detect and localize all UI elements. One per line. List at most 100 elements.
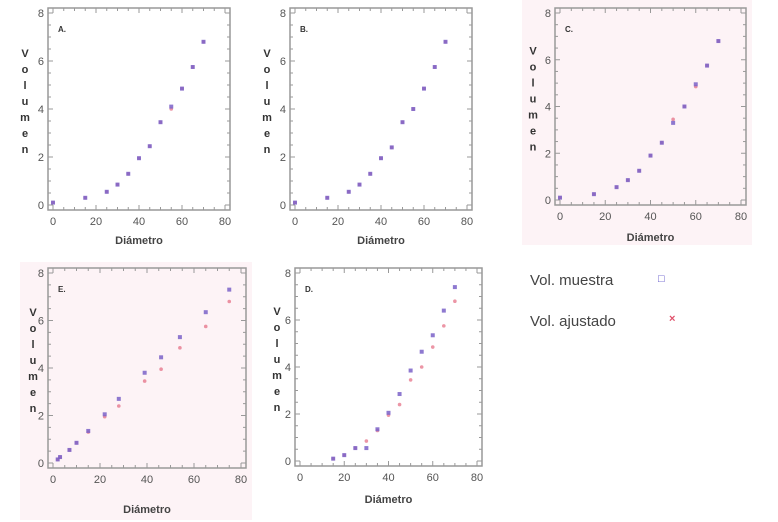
y-axis-label-letter: u <box>530 94 537 106</box>
point-ajustado <box>227 299 232 304</box>
point-muestra <box>203 310 208 315</box>
point-muestra <box>637 168 642 173</box>
x-tick-label: 80 <box>471 472 483 484</box>
point-ajustado <box>453 299 457 304</box>
y-tick-label: 8 <box>280 8 286 20</box>
point-muestra <box>682 104 687 109</box>
y-tick-label: 6 <box>280 56 286 68</box>
point-muestra <box>659 140 664 145</box>
point-muestra <box>693 82 698 87</box>
point-muestra <box>58 455 63 460</box>
point-muestra <box>177 335 182 340</box>
point-muestra <box>558 195 562 200</box>
chart-background <box>20 262 252 520</box>
x-tick-label: 60 <box>188 474 200 486</box>
point-muestra <box>671 120 676 125</box>
x-tick-label: 80 <box>461 216 473 228</box>
point-muestra <box>115 182 120 187</box>
point-muestra <box>293 200 297 205</box>
y-tick-label: 4 <box>38 104 44 116</box>
y-axis-label-letter: m <box>272 370 282 382</box>
point-muestra <box>364 446 369 451</box>
y-tick-label: 2 <box>38 411 44 423</box>
panel-label: A. <box>58 25 66 34</box>
panel-label: D. <box>305 285 313 294</box>
point-muestra <box>180 86 184 91</box>
y-axis-label-letter: V <box>29 307 37 319</box>
y-axis-label-letter: n <box>30 403 37 415</box>
y-axis-label-letter: m <box>28 371 38 383</box>
y-axis-label-letter: o <box>530 62 537 74</box>
x-tick-label: 0 <box>50 216 56 228</box>
point-muestra <box>441 308 446 313</box>
y-tick-label: 2 <box>285 409 291 421</box>
point-muestra <box>443 39 448 44</box>
point-ajustado <box>364 439 369 443</box>
x-tick-label: 40 <box>382 472 394 484</box>
point-muestra <box>375 427 380 432</box>
point-muestra <box>400 120 405 125</box>
y-axis-label-letter: n <box>274 402 281 414</box>
x-axis-label: Diámetro <box>357 235 405 247</box>
x-axis-label: Diámetro <box>115 235 163 247</box>
point-muestra <box>432 65 437 69</box>
y-tick-label: 2 <box>38 152 44 164</box>
y-axis-label-letter: l <box>531 78 534 90</box>
point-muestra <box>386 410 391 415</box>
x-axis-label: Diámetro <box>123 504 171 516</box>
point-ajustado <box>419 365 424 369</box>
panel-label: B. <box>300 25 308 34</box>
point-muestra <box>74 440 79 445</box>
x-tick-label: 60 <box>690 211 702 223</box>
y-axis-label-letter: V <box>529 46 537 58</box>
y-axis-label-letter: e <box>264 128 270 140</box>
y-tick-label: 0 <box>38 458 44 470</box>
point-muestra <box>331 456 336 461</box>
y-tick-label: 2 <box>545 148 551 160</box>
point-ajustado <box>159 367 163 371</box>
point-muestra <box>353 446 358 451</box>
point-ajustado <box>117 404 121 408</box>
y-axis-label-letter: l <box>275 338 278 350</box>
point-muestra <box>83 195 88 200</box>
y-axis-label-letter: l <box>265 80 268 92</box>
y-axis-label-letter: l <box>31 339 34 351</box>
x-tick-label: 40 <box>133 216 145 228</box>
y-axis-label-letter: u <box>30 355 37 367</box>
y-axis-label-letter: V <box>21 48 29 60</box>
y-tick-label: 8 <box>545 8 551 20</box>
point-muestra <box>51 200 55 205</box>
y-axis-label-letter: n <box>264 144 271 156</box>
x-tick-label: 20 <box>90 216 102 228</box>
x-tick-label: 40 <box>644 211 656 223</box>
legend-muestra-marker-icon: □ <box>658 273 665 285</box>
y-axis-label-letter: o <box>30 323 37 335</box>
point-ajustado <box>142 379 147 383</box>
y-axis-label-letter: o <box>22 64 29 76</box>
y-axis-label-letter: u <box>22 96 29 108</box>
point-muestra <box>625 178 630 183</box>
point-muestra <box>419 349 424 354</box>
y-tick-label: 0 <box>545 195 551 207</box>
y-axis-label-letter: n <box>22 144 29 156</box>
y-tick-label: 0 <box>38 200 44 212</box>
point-ajustado <box>408 378 413 382</box>
y-tick-label: 6 <box>285 315 291 327</box>
point-muestra <box>342 453 347 458</box>
x-tick-label: 20 <box>94 474 106 486</box>
point-muestra <box>102 412 107 417</box>
y-tick-label: 4 <box>285 362 291 374</box>
y-axis-label-letter: m <box>528 110 538 122</box>
y-tick-label: 6 <box>38 56 44 68</box>
y-tick-label: 8 <box>38 8 44 20</box>
point-muestra <box>648 153 653 158</box>
point-muestra <box>159 355 164 360</box>
x-tick-label: 40 <box>141 474 153 486</box>
point-muestra <box>126 171 131 176</box>
panel-label: C. <box>565 25 573 34</box>
